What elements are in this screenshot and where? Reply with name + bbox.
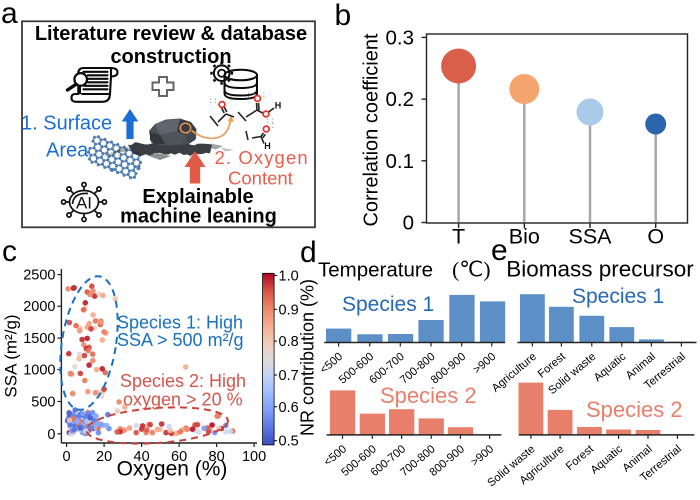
svg-text:oxygen > 20 %: oxygen > 20 % — [123, 390, 243, 410]
svg-text:Oxygen (%): Oxygen (%) — [117, 458, 228, 481]
svg-text:0: 0 — [403, 212, 414, 235]
svg-text:Species 2: Species 2 — [380, 383, 477, 408]
svg-text:Temperature(℃): Temperature (℃) — [318, 258, 491, 282]
svg-text:c: c — [2, 235, 17, 268]
svg-text::: : — [230, 93, 233, 102]
svg-text:0.6: 0.6 — [279, 400, 299, 416]
svg-text:Species 2: Species 2 — [586, 397, 683, 422]
svg-text:Literature review & database: Literature review & database — [35, 23, 307, 45]
svg-text:: :: : : — [247, 90, 255, 99]
svg-text:SSA (m²/g): SSA (m²/g) — [2, 314, 21, 397]
svg-text:500: 500 — [31, 395, 55, 411]
svg-text:H: H — [275, 101, 282, 111]
svg-text:Content: Content — [228, 168, 293, 189]
svg-text:Explainable: Explainable — [142, 186, 253, 208]
svg-text:Biomass precursor: Biomass precursor — [506, 257, 694, 282]
svg-text:Species 1: Species 1 — [342, 293, 434, 316]
svg-text:b: b — [335, 0, 352, 32]
svg-text:100: 100 — [242, 449, 266, 465]
svg-text:Species 2: High: Species 2: High — [120, 371, 246, 391]
svg-text:20: 20 — [96, 449, 112, 465]
svg-text:SSA: SSA — [568, 225, 612, 249]
svg-text:0: 0 — [47, 427, 55, 443]
svg-text:d: d — [300, 236, 317, 269]
svg-text::: : — [272, 121, 275, 130]
svg-text:1.0: 1.0 — [279, 268, 299, 284]
svg-text:SSA > 500 m²/g: SSA > 500 m²/g — [117, 330, 244, 350]
svg-text:80: 80 — [209, 449, 225, 465]
svg-text:0.8: 0.8 — [279, 334, 299, 350]
svg-text:: :: : : — [209, 96, 217, 105]
svg-text:0.9: 0.9 — [279, 302, 299, 318]
svg-text:NR contribution (%): NR contribution (%) — [298, 279, 318, 436]
svg-text:2000: 2000 — [23, 299, 55, 315]
svg-text:O: O — [647, 225, 664, 249]
svg-text:0.7: 0.7 — [279, 368, 299, 384]
svg-text:0.2: 0.2 — [386, 88, 415, 111]
svg-text::: : — [263, 90, 266, 99]
svg-text:Species 1: High: Species 1: High — [117, 313, 243, 333]
svg-text:2. Oxygen: 2. Oxygen — [215, 147, 309, 168]
svg-text:H: H — [264, 141, 271, 151]
svg-text:1500: 1500 — [23, 331, 55, 347]
svg-text:40: 40 — [134, 449, 150, 465]
svg-text:60: 60 — [171, 449, 187, 465]
svg-text:machine leaning: machine leaning — [120, 206, 277, 228]
svg-text:0.3: 0.3 — [386, 26, 415, 49]
svg-text:AI: AI — [76, 194, 92, 213]
svg-text:1000: 1000 — [23, 363, 55, 379]
svg-text:0.1: 0.1 — [386, 150, 415, 173]
svg-text:Correlation coefficient: Correlation coefficient — [361, 33, 383, 227]
svg-text:: :: : : — [266, 116, 274, 125]
svg-text:Bio: Bio — [509, 225, 540, 249]
svg-text:a: a — [1, 0, 18, 30]
svg-text:2500: 2500 — [23, 268, 55, 284]
svg-text:Area: Area — [46, 140, 89, 162]
svg-text:construction: construction — [110, 46, 231, 68]
svg-text:0.5: 0.5 — [279, 434, 299, 450]
svg-text:1. Surface: 1. Surface — [21, 113, 112, 135]
svg-text:e: e — [491, 234, 508, 267]
svg-text:T: T — [452, 225, 465, 249]
svg-text:0: 0 — [63, 449, 71, 465]
svg-text:Species 1: Species 1 — [572, 285, 664, 308]
